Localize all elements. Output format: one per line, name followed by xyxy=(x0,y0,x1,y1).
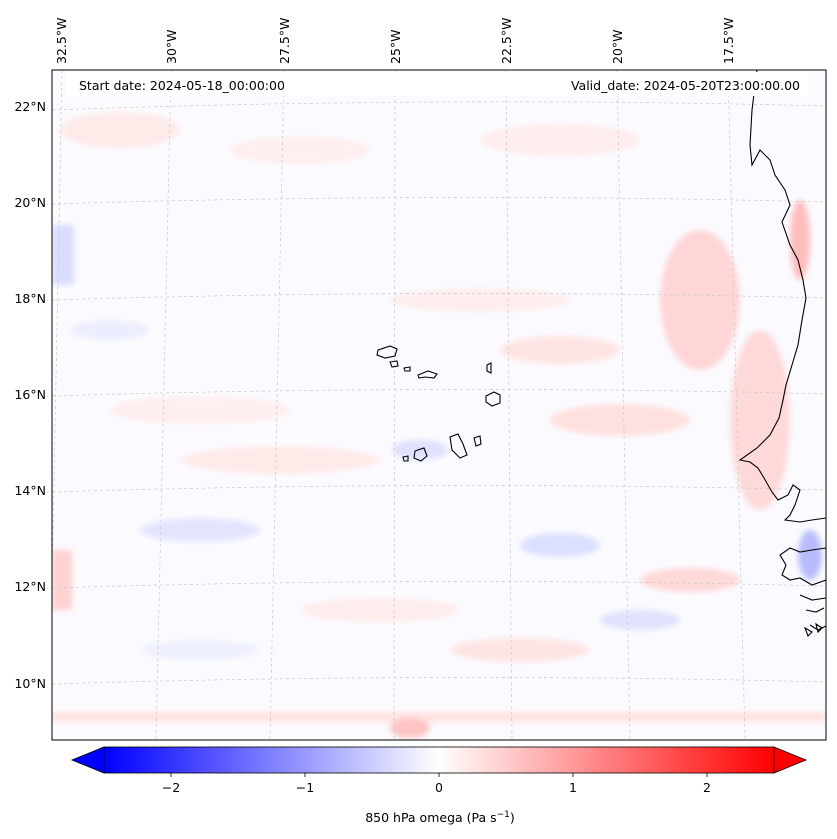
cape-verde-islands xyxy=(376,345,501,462)
omega-patch xyxy=(390,288,570,312)
boa-vista xyxy=(485,391,501,407)
senegambia-coast xyxy=(779,547,826,586)
omega-patch xyxy=(300,598,460,622)
longitude-labels: 32.5°W 30°W 27.5°W 25°W 22.5°W 20°W 17.5… xyxy=(54,18,736,64)
lon-label: 17.5°W xyxy=(721,18,736,64)
bijagos-islands xyxy=(803,622,823,637)
omega-patch xyxy=(52,550,72,610)
sao-nicolau xyxy=(417,370,438,379)
colorbar-extend-low xyxy=(70,746,105,774)
maio xyxy=(473,435,482,447)
lat-label: 16°N xyxy=(14,387,46,402)
santa-luzia xyxy=(403,366,411,372)
colorbar-body xyxy=(103,746,775,774)
omega-patch xyxy=(230,136,370,164)
omega-patch xyxy=(52,712,826,722)
lat-label: 12°N xyxy=(14,579,46,594)
gridlines xyxy=(52,70,826,740)
colorbar-extend-high xyxy=(773,746,808,774)
map-panel: Start date: 2024-05-18_00:00:00 Valid_da… xyxy=(51,69,827,741)
omega-patch xyxy=(140,640,260,660)
lat-label: 14°N xyxy=(14,483,46,498)
colorbar-tick-label: 2 xyxy=(703,780,711,795)
omega-patch xyxy=(140,518,260,542)
colorbar-label: 850 hPa omega (Pa s−1) xyxy=(365,810,515,825)
santiago xyxy=(449,433,468,459)
omega-patch xyxy=(52,225,74,285)
sao-vicente xyxy=(389,360,399,368)
omega-patch xyxy=(640,568,740,592)
lon-label: 30°W xyxy=(164,29,179,64)
omega-patch xyxy=(480,124,640,156)
omega-patch xyxy=(550,404,690,436)
omega-patch xyxy=(60,112,180,148)
lat-label: 10°N xyxy=(14,676,46,691)
latitude-labels: 22°N 20°N 18°N 16°N 14°N 12°N 10°N xyxy=(14,99,46,691)
lat-label: 20°N xyxy=(14,195,46,210)
colorbar: −2 −1 0 1 2 850 hPa omega (Pa s−1) xyxy=(70,746,808,825)
date-band xyxy=(66,72,808,96)
omega-patch xyxy=(600,610,680,630)
colorbar-tick-label: 0 xyxy=(435,780,443,795)
omega-patch xyxy=(790,200,810,280)
omega-patch xyxy=(180,446,380,474)
omega-patch xyxy=(110,396,290,424)
coastlines xyxy=(738,70,826,637)
lon-label: 22.5°W xyxy=(499,18,514,64)
omega-patch xyxy=(730,330,790,510)
omega-patch xyxy=(660,230,740,370)
omega-patch xyxy=(500,336,620,364)
colorbar-tick-label: 1 xyxy=(569,780,577,795)
sal xyxy=(486,362,492,374)
lon-label: 27.5°W xyxy=(277,18,292,64)
colorbar-tick-label: −2 xyxy=(162,780,180,795)
map-frame xyxy=(51,69,827,741)
lat-label: 22°N xyxy=(14,99,46,114)
santo-antao xyxy=(376,345,398,359)
colorbar-ticks xyxy=(170,773,708,777)
omega-patch xyxy=(450,638,590,662)
fogo xyxy=(413,447,428,462)
omega-patch xyxy=(520,533,600,557)
omega-patch xyxy=(390,718,430,738)
start-date-label: Start date: 2024-05-18_00:00:00 xyxy=(79,78,285,93)
lon-label: 20°W xyxy=(610,29,625,64)
omega-patch xyxy=(392,440,448,460)
lon-label: 32.5°W xyxy=(54,18,69,64)
omega-field xyxy=(52,112,826,738)
colorbar-tick-label: −1 xyxy=(296,780,314,795)
omega-patch xyxy=(798,530,822,580)
omega-patch xyxy=(70,320,150,340)
lat-label: 18°N xyxy=(14,291,46,306)
africa-coastline xyxy=(738,70,826,523)
brava xyxy=(402,455,409,462)
lon-label: 25°W xyxy=(388,29,403,64)
valid-date-label: Valid_date: 2024-05-20T23:00:00.00 xyxy=(571,78,800,93)
